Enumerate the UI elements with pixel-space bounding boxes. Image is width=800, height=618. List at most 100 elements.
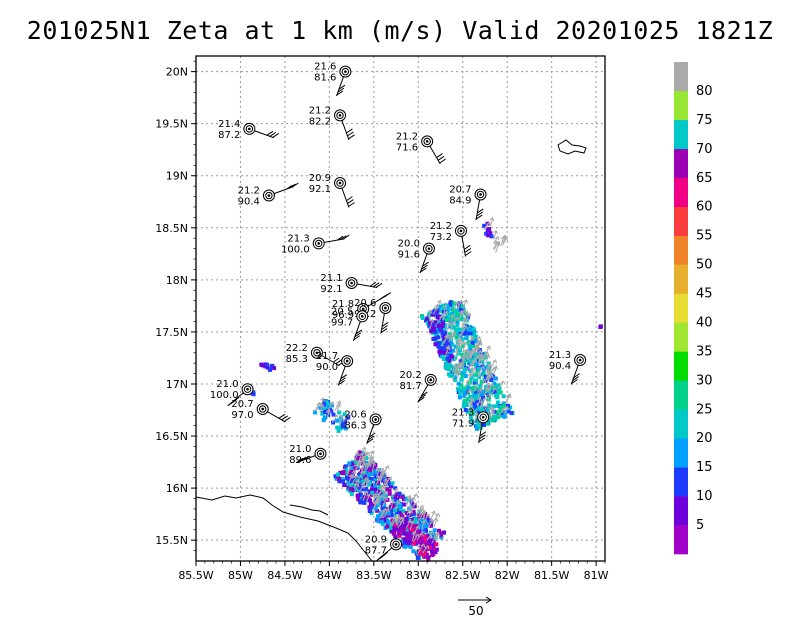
shading-cell: [392, 497, 397, 502]
shading-cell: [409, 539, 414, 543]
vector-arrow: [372, 498, 379, 510]
vector-arrow: [464, 389, 471, 398]
vector-arrow-head: [363, 451, 369, 456]
shading-cell: [493, 376, 498, 381]
shading-cell: [377, 501, 382, 505]
vector-arrow-head: [454, 301, 460, 306]
vector-arrow-head: [480, 365, 485, 371]
vector-arrow: [479, 400, 483, 409]
vector-arrow-head: [421, 509, 427, 515]
vector-arrow: [348, 474, 353, 483]
vector-arrow-head: [406, 494, 412, 500]
station-label-bottom: 81.7: [399, 381, 421, 392]
station-label-top: 21.2: [430, 221, 452, 232]
vector-arrow: [442, 311, 448, 321]
wind-barb-feather: [572, 376, 579, 381]
shading-cell: [468, 394, 473, 399]
station-label-top: 21.8: [332, 299, 354, 310]
shading-cell: [342, 483, 347, 487]
shading-cell: [425, 546, 430, 551]
shading-cell: [449, 364, 453, 369]
vector-arrow-head: [319, 404, 325, 409]
shading-cell: [424, 552, 429, 557]
vector-arrow: [380, 509, 384, 518]
vector-arrow: [331, 414, 338, 424]
station-ring-inner: [358, 312, 366, 321]
shading-cell: [358, 493, 363, 498]
station-dot: [394, 543, 398, 546]
shading-cell: [250, 391, 255, 396]
wind-barb-feather: [353, 335, 361, 341]
vector-arrow: [422, 545, 429, 554]
shading-cell: [393, 534, 398, 539]
vector-arrow: [492, 236, 499, 244]
station-label-top: 21.6: [314, 62, 336, 73]
vector-arrow: [451, 364, 456, 374]
vector-arrow-head: [380, 467, 385, 473]
vector-arrow-head: [469, 335, 475, 341]
shading-cell: [478, 383, 483, 388]
wind-barb-feather: [337, 87, 345, 93]
wind-barb-feather: [347, 199, 354, 204]
shading-cell: [438, 346, 443, 351]
vector-arrow: [489, 387, 497, 396]
vector-arrow: [448, 333, 454, 343]
shading-cell: [402, 531, 407, 536]
shading-cell: [370, 483, 375, 488]
shading-cell: [359, 476, 364, 481]
shading-cell: [463, 311, 468, 316]
wind-barb-feather: [348, 202, 355, 207]
wind-barb-feather: [479, 431, 487, 437]
station-label-top: 20.9: [365, 534, 387, 545]
vector-arrow: [461, 318, 467, 328]
colorbar-segment: [674, 264, 688, 294]
shading-cell: [384, 494, 389, 499]
wind-barb-feather: [336, 90, 344, 96]
shading-cell: [447, 348, 452, 353]
station-dot: [350, 281, 353, 285]
vector-arrow-head: [338, 414, 344, 419]
vector-arrow-head: [344, 413, 350, 419]
vector-arrow: [468, 401, 472, 411]
shading-cell: [343, 426, 348, 431]
shading-cell: [382, 517, 387, 521]
island-outline: [557, 139, 587, 155]
shading-cell: [469, 376, 474, 381]
vector-arrow: [421, 520, 425, 530]
shading-cell: [402, 521, 407, 526]
shading-cell: [468, 346, 473, 351]
vector-arrow: [320, 398, 324, 406]
vector-arrow: [474, 413, 479, 423]
coastlines: [195, 139, 587, 562]
shading-cell: [367, 509, 372, 513]
shading-cell: [339, 419, 344, 424]
station-label-top: 21.3: [549, 350, 571, 361]
vector-arrow-head: [457, 342, 463, 347]
vector-arrow: [497, 380, 505, 390]
shading-cell: [451, 325, 456, 330]
shading-cell: [437, 528, 441, 533]
shading-cell: [435, 329, 440, 334]
shading-cell: [353, 466, 358, 471]
x-tick-label: 81W: [584, 569, 609, 582]
shading-cell: [508, 405, 513, 410]
vector-arrow: [466, 349, 470, 360]
vector-arrow: [443, 305, 447, 316]
shading-cell: [431, 337, 436, 341]
vector-arrow-head: [456, 369, 462, 374]
vector-arrow: [374, 496, 378, 505]
vector-arrow: [485, 370, 491, 381]
vector-arrow: [319, 404, 324, 413]
wind-barb-feather: [380, 328, 388, 333]
shading-cell: [434, 547, 439, 552]
station-ring-inner: [265, 191, 273, 200]
shading-cell: [454, 328, 459, 333]
shading-cell: [328, 407, 333, 412]
colorbar-segment: [674, 293, 688, 323]
colorbar-label: 75: [696, 113, 713, 128]
colorbar-segment: [674, 322, 688, 352]
shading-cell: [472, 409, 477, 414]
vector-arrow: [406, 505, 411, 515]
vector-arrow-head: [419, 504, 425, 510]
shading-cell: [354, 460, 359, 465]
